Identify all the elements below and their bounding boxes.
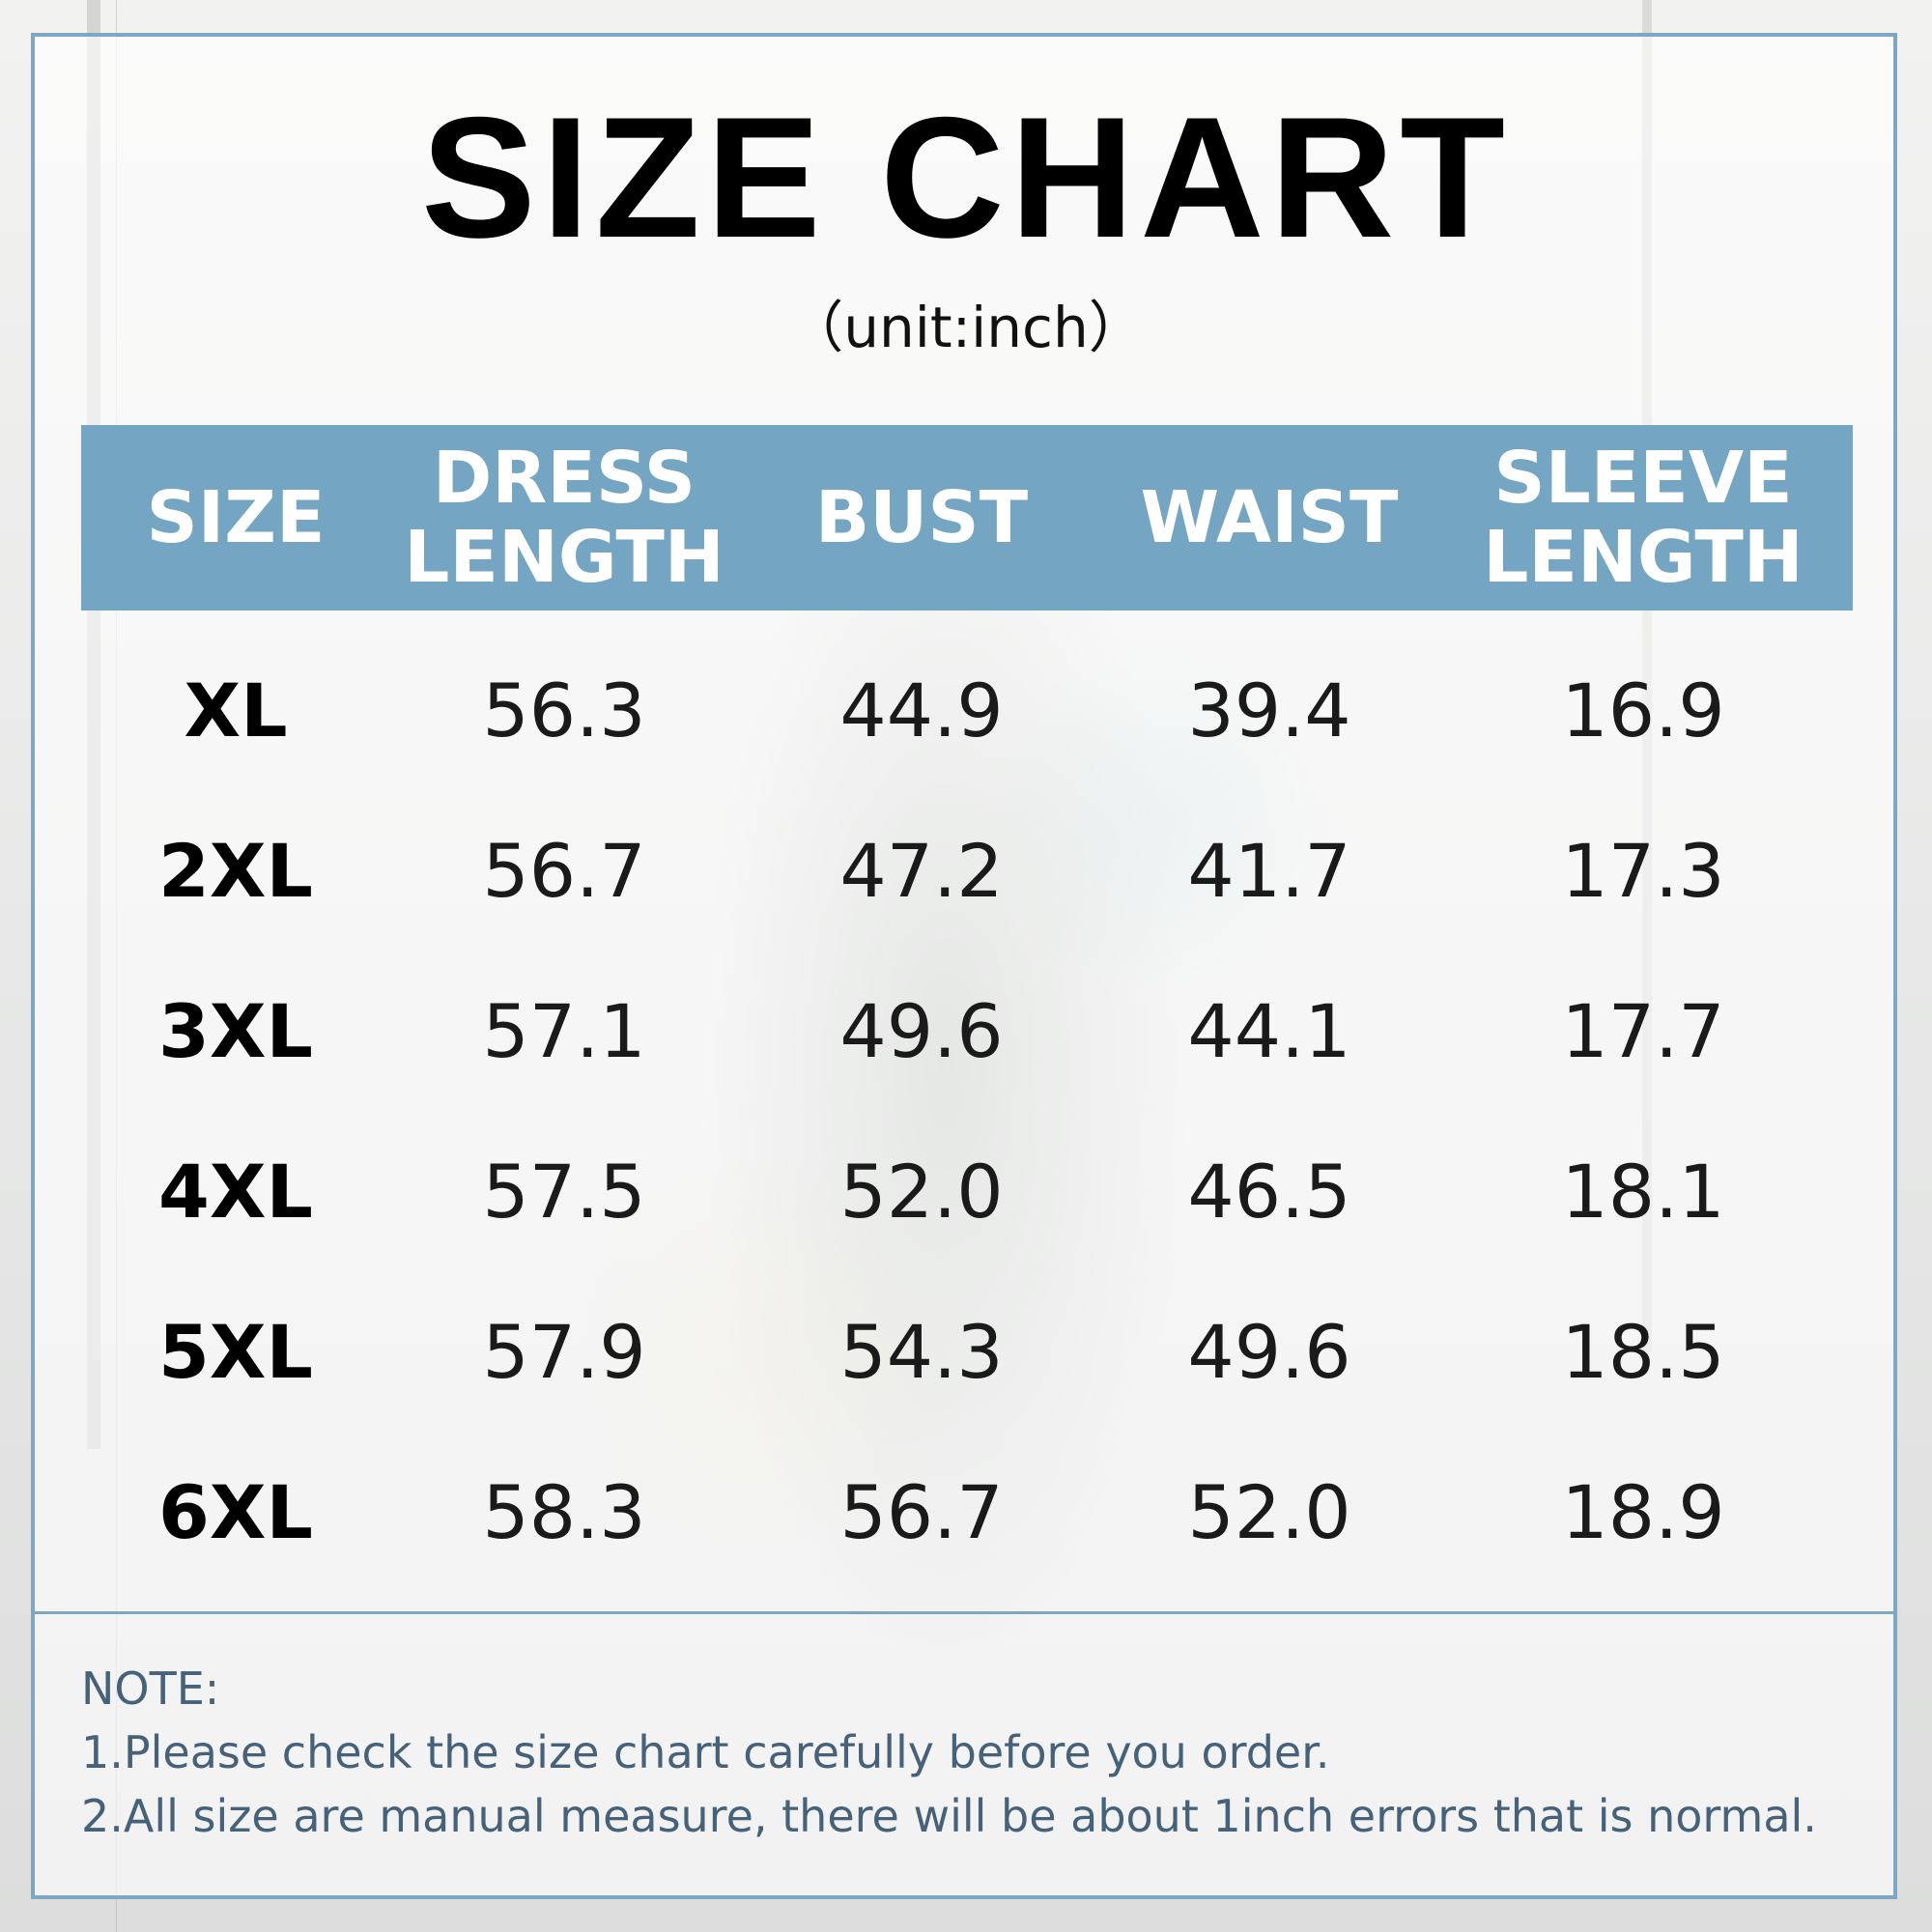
- dress-length-cell: 57.1: [482, 987, 646, 1074]
- sleeve-length-cell: 18.5: [1561, 1308, 1725, 1395]
- waist-cell: 44.1: [1187, 987, 1351, 1074]
- note-line: 1.Please check the size chart carefully …: [81, 1726, 1330, 1778]
- header-dress-length: DRESS LENGTH: [404, 437, 724, 599]
- sleeve-length-cell: 16.9: [1561, 667, 1725, 753]
- size-cell: 3XL: [158, 987, 313, 1074]
- page-title: SIZE CHART: [421, 81, 1511, 273]
- bust-cell: 47.2: [839, 827, 1004, 914]
- dress-length-cell: 58.3: [482, 1468, 646, 1555]
- waist-cell: 46.5: [1187, 1148, 1351, 1235]
- table-row: 3XL 57.1 49.6 44.1 17.7: [81, 951, 1853, 1111]
- header-bust: BUST: [814, 476, 1029, 559]
- size-cell: 6XL: [158, 1468, 313, 1555]
- sleeve-length-cell: 18.9: [1561, 1468, 1725, 1555]
- header-size: SIZE: [146, 476, 326, 559]
- size-cell: 5XL: [158, 1308, 313, 1395]
- notes-section: NOTE: 1.Please check the size chart care…: [81, 1657, 1878, 1848]
- note-line: 2.All size are manual measure, there wil…: [81, 1790, 1817, 1842]
- size-cell: XL: [184, 667, 288, 753]
- table-row: 4XL 57.5 52.0 46.5 18.1: [81, 1111, 1853, 1271]
- table-body: XL 56.3 44.9 39.4 16.9 2XL 56.7 47.2 41.…: [81, 630, 1853, 1592]
- table-row: 2XL 56.7 47.2 41.7 17.3: [81, 790, 1853, 951]
- size-chart-frame: [31, 33, 1897, 1899]
- notes-heading: NOTE:: [81, 1662, 220, 1715]
- bust-cell: 44.9: [839, 667, 1004, 753]
- table-row: 5XL 57.9 54.3 49.6 18.5: [81, 1271, 1853, 1432]
- dress-length-cell: 56.7: [482, 827, 646, 914]
- dress-length-cell: 57.5: [482, 1148, 646, 1235]
- notes-divider: [35, 1611, 1897, 1614]
- dress-length-cell: 56.3: [482, 667, 646, 753]
- sleeve-length-cell: 18.1: [1561, 1148, 1725, 1235]
- waist-cell: 39.4: [1187, 667, 1351, 753]
- bust-cell: 49.6: [839, 987, 1004, 1074]
- bust-cell: 56.7: [839, 1468, 1004, 1555]
- waist-cell: 41.7: [1187, 827, 1351, 914]
- size-cell: 4XL: [158, 1148, 313, 1235]
- sleeve-length-cell: 17.3: [1561, 827, 1725, 914]
- bust-cell: 52.0: [839, 1148, 1004, 1235]
- unit-label: （unit:inch）: [787, 295, 1145, 360]
- table-row: XL 56.3 44.9 39.4 16.9: [81, 630, 1853, 790]
- header-waist: WAIST: [1140, 476, 1399, 559]
- table-row: 6XL 58.3 56.7 52.0 18.9: [81, 1432, 1853, 1592]
- table-header: SIZE DRESS LENGTH BUST WAIST SLEEVE LENG…: [81, 425, 1853, 611]
- size-cell: 2XL: [158, 827, 313, 914]
- bust-cell: 54.3: [839, 1308, 1004, 1395]
- sleeve-length-cell: 17.7: [1561, 987, 1725, 1074]
- waist-cell: 49.6: [1187, 1308, 1351, 1395]
- header-sleeve-length: SLEEVE LENGTH: [1483, 437, 1804, 599]
- waist-cell: 52.0: [1187, 1468, 1351, 1555]
- dress-length-cell: 57.9: [482, 1308, 646, 1395]
